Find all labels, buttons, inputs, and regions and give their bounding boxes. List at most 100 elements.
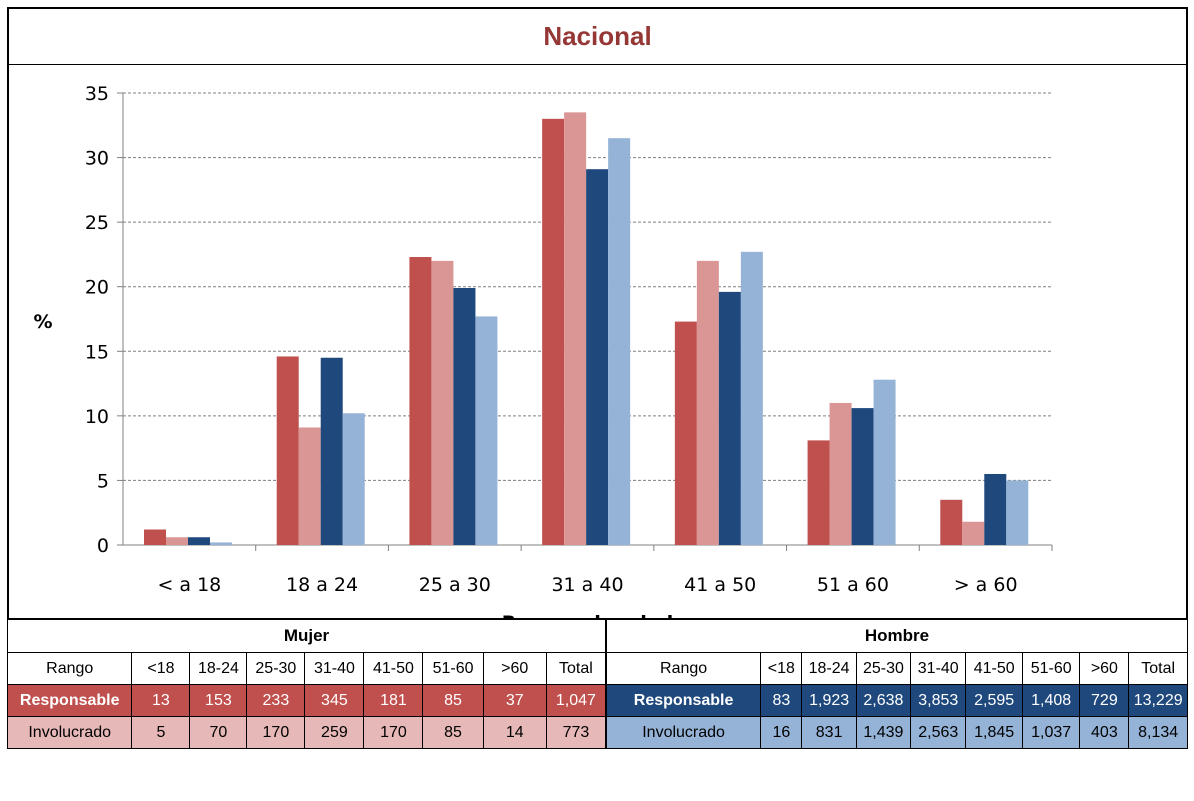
row-label: Responsable	[605, 684, 762, 717]
y-tick-label: 30	[85, 148, 109, 170]
y-tick-label: 10	[85, 406, 109, 428]
row-label: Responsable	[6, 684, 133, 717]
hombre-header-row: Rango <18 18-24 25-30 31-40 41-50 51-60 …	[605, 652, 1188, 685]
chart-title-bar: Nacional	[9, 9, 1186, 65]
bar	[608, 138, 631, 545]
x-tick-label: 41 a 50	[684, 574, 756, 596]
table-cell: 2,595	[965, 684, 1023, 717]
hombre-header-cell: Total	[1128, 652, 1188, 685]
x-tick-label: 18 a 24	[286, 574, 358, 596]
table-cell: 85	[422, 716, 484, 749]
y-tick-label: 35	[85, 83, 109, 105]
x-tick-label: < a 18	[157, 574, 221, 596]
mujer-header-cell: 51-60	[422, 652, 484, 685]
table-group-headers: Mujer Hombre	[7, 618, 1188, 653]
table-cell: 1,047	[545, 684, 607, 717]
table-cell: 1,037	[1021, 716, 1081, 749]
mujer-table: Rango <18 18-24 25-30 31-40 41-50 51-60 …	[6, 652, 607, 749]
mujer-header-row: Rango <18 18-24 25-30 31-40 41-50 51-60 …	[6, 652, 607, 685]
mujer-header-cell: Rango	[6, 652, 133, 685]
chart-frame: Nacional 0 5 10 15 20 25 30 35 < a 18 18 a 24 25 a…	[7, 7, 1188, 620]
hombre-table-title: Hombre	[606, 618, 1188, 653]
bar	[276, 356, 299, 545]
x-tick-label: > a 60	[954, 574, 1018, 596]
bar	[542, 118, 565, 545]
mujer-header-cell: 41-50	[363, 652, 424, 685]
bar	[740, 251, 763, 546]
mujer-involucrado-row: Involucrado 5 70 170 259 170 85 14 773	[6, 716, 607, 749]
bar	[166, 537, 188, 545]
table-cell: 1,845	[965, 716, 1023, 749]
hombre-involucrado-row: Involucrado 16 831 1,439 2,563 1,845 1,0…	[605, 716, 1188, 749]
bar	[298, 427, 321, 545]
table-cell: 5	[131, 716, 191, 749]
x-tick-label: 25 a 30	[419, 574, 491, 596]
hombre-header-cell: Rango	[605, 652, 762, 685]
table-cell: 83	[760, 684, 803, 717]
bar	[851, 408, 874, 545]
mujer-responsable-row: Responsable 13 153 233 345 181 85 37 1,0…	[6, 684, 607, 717]
table-cell: 13	[131, 684, 191, 717]
bar	[674, 321, 697, 545]
hombre-header-cell: 18-24	[801, 652, 857, 685]
y-tick-label: 15	[85, 341, 109, 363]
table-cell: 345	[304, 684, 365, 717]
table-cell: 259	[304, 716, 365, 749]
table-cell: 2,563	[910, 716, 967, 749]
table-cell: 170	[363, 716, 424, 749]
table-cell: 85	[422, 684, 484, 717]
table-cell: 233	[246, 684, 306, 717]
bar	[431, 260, 454, 545]
y-tick-label: 20	[85, 277, 109, 299]
bar	[409, 257, 432, 545]
table-cell: 16	[760, 716, 803, 749]
bar	[696, 260, 719, 545]
mujer-header-cell: 31-40	[304, 652, 365, 685]
y-tick-label: 5	[97, 470, 109, 492]
mujer-header-cell: <18	[131, 652, 191, 685]
bar	[807, 440, 830, 545]
bar	[962, 521, 985, 545]
row-label: Involucrado	[605, 716, 762, 749]
table-cell: 8,134	[1128, 716, 1188, 749]
bar	[829, 402, 852, 545]
mujer-header-cell: 25-30	[246, 652, 306, 685]
row-label: Involucrado	[6, 716, 133, 749]
table-cell: 729	[1079, 684, 1130, 717]
bar	[718, 291, 741, 545]
table-cell: 70	[189, 716, 248, 749]
y-tick-label: 0	[97, 535, 109, 557]
bar	[586, 169, 609, 546]
table-cell: 1,408	[1021, 684, 1081, 717]
table-cell: 37	[482, 684, 547, 717]
table-cell: 1,923	[801, 684, 857, 717]
bar	[564, 112, 587, 545]
hombre-responsable-row: Responsable 83 1,923 2,638 3,853 2,595 1…	[605, 684, 1188, 717]
table-cell: 14	[482, 716, 547, 749]
bar	[144, 529, 166, 545]
table-cell: 2,638	[855, 684, 912, 717]
mujer-header-cell: 18-24	[189, 652, 248, 685]
hombre-header-cell: >60	[1079, 652, 1130, 685]
x-axis-title: Rangos de edad	[502, 612, 674, 618]
table-cell: 3,853	[910, 684, 967, 717]
hombre-header-cell: 31-40	[910, 652, 967, 685]
bar	[940, 499, 963, 545]
mujer-table-title: Mujer	[7, 618, 606, 653]
hombre-table: Rango <18 18-24 25-30 31-40 41-50 51-60 …	[605, 652, 1188, 749]
hombre-header-cell: 25-30	[855, 652, 912, 685]
chart-title: Nacional	[543, 21, 652, 51]
y-tick-label: 25	[85, 212, 109, 234]
hombre-header-cell: 41-50	[965, 652, 1023, 685]
table-cell: 831	[801, 716, 857, 749]
table-cell: 773	[545, 716, 607, 749]
table-cell: 1,439	[855, 716, 912, 749]
table-cell: 170	[246, 716, 306, 749]
y-axis-title: %	[33, 311, 52, 333]
bar	[453, 288, 476, 545]
bar	[320, 357, 343, 545]
bar	[342, 413, 365, 545]
mujer-header-cell: Total	[545, 652, 607, 685]
bar	[475, 316, 498, 545]
bar-chart: 0 5 10 15 20 25 30 35 < a 18 18 a 24 25 a 30 31 a 4…	[33, 83, 1053, 618]
